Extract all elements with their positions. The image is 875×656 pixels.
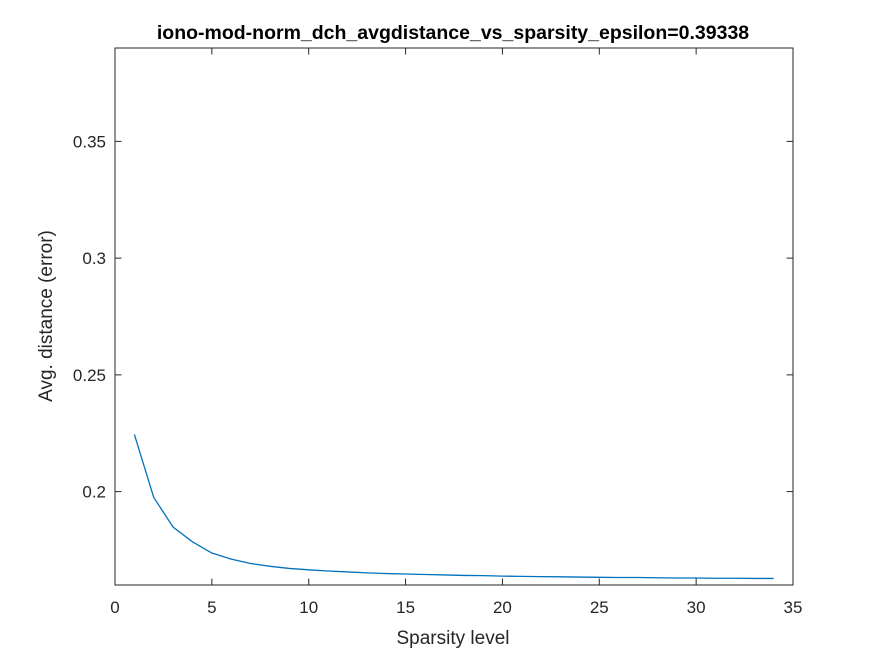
x-axis-label: Sparsity level [397,628,510,649]
x-tick-label: 5 [207,598,216,617]
axes-box [114,47,794,586]
plot-area [115,48,793,585]
x-tick-label: 25 [590,598,609,617]
chart-title: iono-mod-norm_dch_avgdistance_vs_sparsit… [157,22,749,44]
x-tick-label: 20 [493,598,512,617]
x-tick-label: 35 [784,598,803,617]
y-tick-label: 0.3 [82,249,106,268]
x-tick-label: 30 [687,598,706,617]
y-tick-label: 0.35 [73,132,106,151]
series-layer [133,434,774,580]
axes-layer: 0 5 10 15 20 25 30 35 0.2 0.25 0.3 0.35 [73,47,803,617]
y-tick-label: 0.25 [73,366,106,385]
series-line-0 [133,434,774,580]
x-tick-label: 15 [396,598,415,617]
y-axis-label: Avg. distance (error) [36,230,57,402]
x-tick-label: 0 [110,598,119,617]
x-tick-label: 10 [299,598,318,617]
y-tick-label: 0.2 [82,483,106,502]
